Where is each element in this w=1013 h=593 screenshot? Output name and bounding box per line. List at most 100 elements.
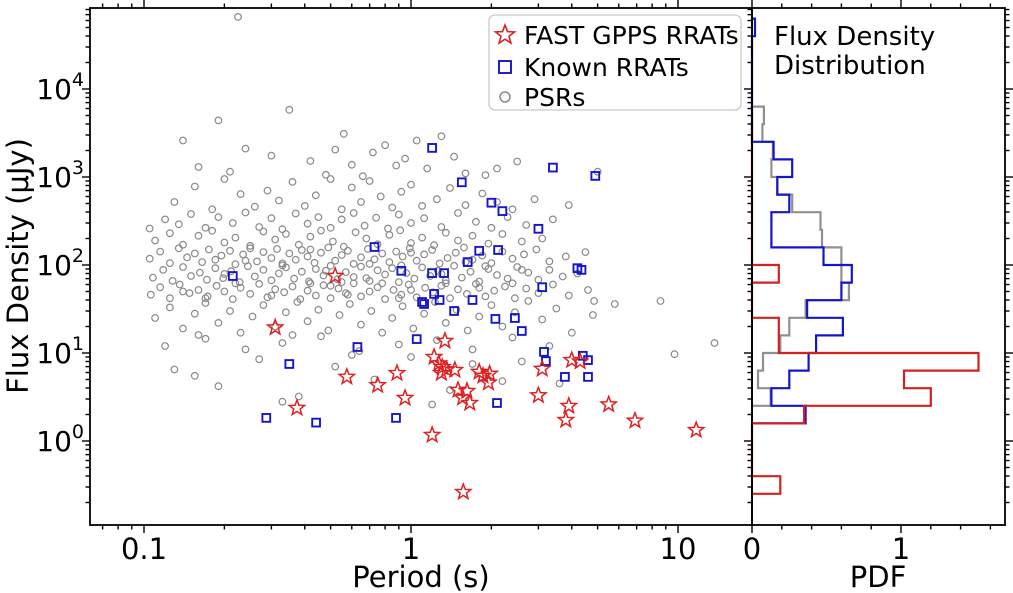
fast-gpps-rrats-point xyxy=(457,380,477,400)
hist-step-psrs xyxy=(752,105,850,407)
psrs-point xyxy=(187,210,195,218)
psrs-point xyxy=(183,253,192,262)
psrs-point xyxy=(326,175,335,183)
psrs-point xyxy=(460,243,468,252)
psrs-point xyxy=(656,297,665,305)
psrs-point xyxy=(481,262,490,271)
psrs-point xyxy=(520,250,528,259)
x-tick-label: 0.1 xyxy=(121,532,167,566)
psrs-point xyxy=(517,237,526,246)
psrs-point xyxy=(532,245,541,254)
psrs-point xyxy=(345,300,354,308)
psrs-point xyxy=(267,151,276,160)
psrs-point xyxy=(228,295,237,304)
y-tick-label: 103 xyxy=(36,157,84,194)
psrs-point xyxy=(534,275,543,284)
legend-circle-icon xyxy=(499,91,511,103)
legend-label-gpps: FAST GPPS RRATs xyxy=(524,21,739,50)
psrs-point xyxy=(558,272,567,281)
legend: FAST GPPS RRATs Known RRATs PSRs xyxy=(488,14,742,112)
psrs-point xyxy=(214,213,223,222)
psrs-point xyxy=(208,226,217,235)
psrs-point xyxy=(250,202,259,211)
psrs-point xyxy=(373,283,382,292)
y-tick-label: 102 xyxy=(36,245,84,282)
psrs-point xyxy=(170,198,179,206)
psrs-point xyxy=(561,252,570,261)
psrs-point xyxy=(322,170,330,179)
y-tick-label: 104 xyxy=(36,69,84,106)
fast-gpps-rrats-point xyxy=(686,419,706,439)
known-rrats-point xyxy=(516,326,527,336)
fast-gpps-rrats-point xyxy=(479,363,500,383)
psrs-point xyxy=(493,164,501,173)
psrs-point xyxy=(306,245,315,254)
psrs-point xyxy=(324,243,333,252)
psrs-point xyxy=(211,264,220,273)
psrs-point xyxy=(487,259,496,268)
psrs-point xyxy=(388,314,397,322)
known-rrats-point xyxy=(227,271,238,281)
psrs-point xyxy=(179,136,187,145)
psrs-point xyxy=(145,224,154,233)
psrs-point xyxy=(231,279,240,288)
psrs-point xyxy=(365,287,374,296)
psrs-point xyxy=(564,291,573,300)
psrs-point xyxy=(156,283,165,292)
psrs-point xyxy=(498,377,507,386)
psrs-point xyxy=(484,239,493,248)
psrs-point xyxy=(285,105,294,114)
known-rrats-point xyxy=(261,413,272,423)
psrs-point xyxy=(231,233,240,242)
known-rrats-point xyxy=(419,299,429,309)
known-rrats-point xyxy=(539,347,549,357)
psrs-point xyxy=(198,258,207,267)
known-rrats-point xyxy=(533,223,544,234)
psrs-point xyxy=(280,288,289,297)
pdf-tick-label: 0 xyxy=(743,532,761,566)
hist-step-fast-gpps-rrats xyxy=(750,124,980,495)
psrs-point xyxy=(410,274,419,283)
psrs-point xyxy=(185,289,194,298)
hist-title-line2: Distribution xyxy=(774,51,926,81)
psrs-point xyxy=(305,277,313,286)
psrs-point xyxy=(159,266,168,274)
psrs-point xyxy=(466,267,475,276)
psrs-point xyxy=(303,286,312,295)
known-rrats-point xyxy=(429,289,439,299)
psrs-point xyxy=(331,256,340,265)
psrs-point xyxy=(259,248,268,257)
psrs-point xyxy=(398,252,407,261)
fast-gpps-rrats-point xyxy=(337,366,357,386)
psrs-point xyxy=(508,333,517,342)
known-rrats-point xyxy=(474,245,485,256)
psrs-point xyxy=(437,223,446,231)
psrs-point xyxy=(423,164,432,173)
psrs-point xyxy=(303,219,312,228)
psrs-point xyxy=(165,259,174,268)
known-rrats-point xyxy=(583,372,593,382)
psrs-point xyxy=(146,290,155,299)
psrs-point xyxy=(194,231,203,240)
psrs-point xyxy=(446,184,454,192)
psrs-point xyxy=(388,264,397,273)
psrs-point xyxy=(278,397,287,406)
psrs-point xyxy=(241,345,250,354)
psrs-point xyxy=(263,186,272,195)
psrs-point xyxy=(271,235,280,244)
known-rrats-point xyxy=(537,282,548,293)
psrs-point xyxy=(300,201,309,210)
y-tick-label: 100 xyxy=(36,421,84,458)
known-rrats-point xyxy=(462,257,473,267)
psrs-point xyxy=(475,283,484,292)
psrs-point xyxy=(437,132,446,141)
psrs-point xyxy=(190,371,199,380)
fast-gpps-rrats-point xyxy=(431,363,452,382)
psrs-point xyxy=(461,201,470,210)
psrs-point xyxy=(297,246,306,254)
psrs-point xyxy=(347,160,356,169)
psrs-point xyxy=(441,319,450,327)
psrs-point xyxy=(388,203,397,212)
psrs-point xyxy=(428,246,437,254)
fast-gpps-rrats-point xyxy=(422,424,442,444)
